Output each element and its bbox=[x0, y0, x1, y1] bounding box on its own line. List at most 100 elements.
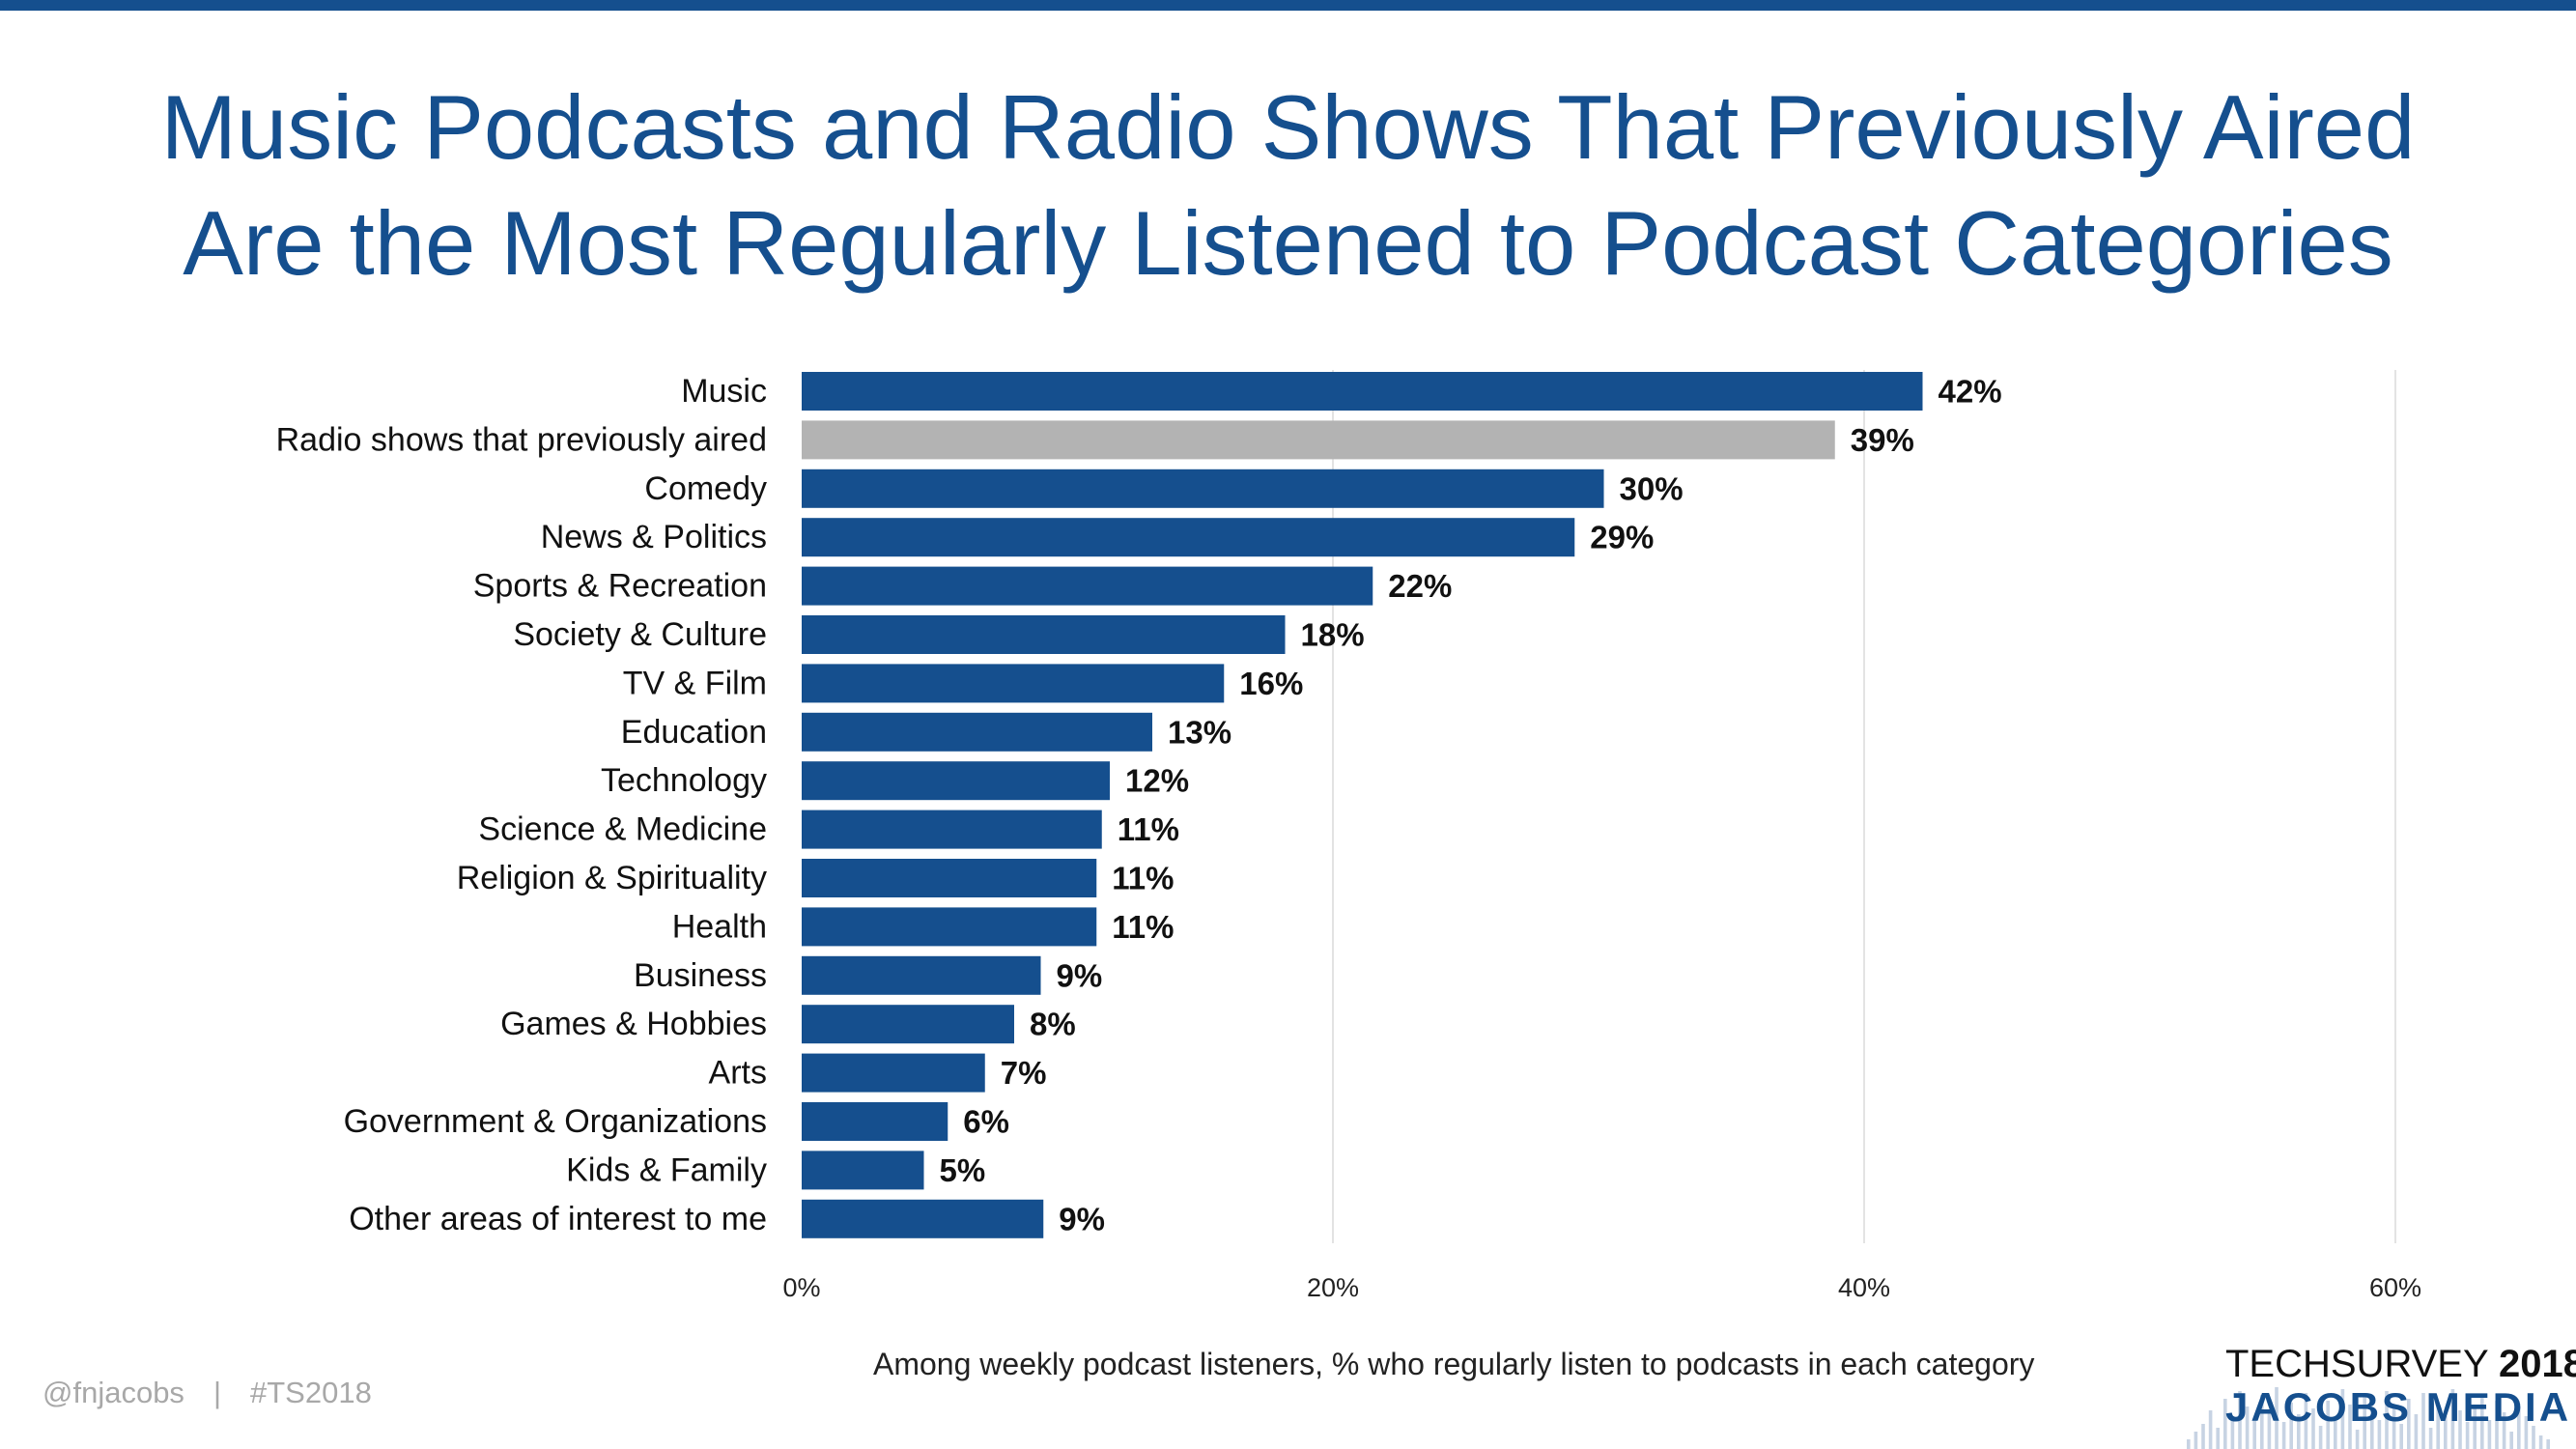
brand-logo: TECHSURVEY 2018 JACOBS MEDIA bbox=[2179, 1329, 2576, 1449]
logo-equalizer-bar bbox=[2311, 1408, 2315, 1449]
logo-equalizer-bar bbox=[2538, 1435, 2543, 1449]
bar-11 bbox=[802, 907, 1097, 947]
data-label-3: 29% bbox=[1590, 520, 1654, 555]
footer-separator: | bbox=[212, 1376, 221, 1409]
logo-equalizer-bar bbox=[2436, 1403, 2440, 1449]
logo-equalizer-bar bbox=[2230, 1416, 2235, 1449]
category-label-12: Business bbox=[634, 957, 767, 994]
data-label-5: 18% bbox=[1301, 617, 1365, 653]
logo-equalizer-bar bbox=[2252, 1420, 2256, 1449]
category-label-0: Music bbox=[681, 373, 767, 410]
logo-equalizer-bar bbox=[2216, 1428, 2220, 1449]
logo-equalizer-bar bbox=[2281, 1422, 2286, 1449]
logo-equalizer-bar bbox=[2334, 1418, 2337, 1449]
logo-equalizer-bar bbox=[2355, 1430, 2360, 1449]
logo-equalizer-bar bbox=[2487, 1420, 2492, 1449]
top-rule bbox=[0, 0, 2576, 11]
bar-13 bbox=[802, 1005, 1014, 1044]
logo-equalizer-bar bbox=[2187, 1439, 2191, 1449]
data-label-9: 11% bbox=[1118, 811, 1179, 847]
bar-17 bbox=[802, 1199, 1044, 1238]
bar-8 bbox=[802, 761, 1110, 801]
data-label-2: 30% bbox=[1620, 470, 1684, 506]
bar-0 bbox=[802, 372, 1923, 411]
logo-equalizer-bar bbox=[2407, 1399, 2411, 1449]
title-line-1: Music Podcasts and Radio Shows That Prev… bbox=[160, 76, 2416, 178]
logo-equalizer-bar bbox=[2524, 1416, 2529, 1449]
logo-equalizer-bar bbox=[2546, 1439, 2550, 1449]
logo-equalizer-bar bbox=[2495, 1401, 2499, 1449]
bar-15 bbox=[802, 1102, 948, 1141]
logo-equalizer-bar bbox=[2399, 1424, 2403, 1449]
chart-x-axis-caption: Among weekly podcast listeners, % who re… bbox=[873, 1347, 2035, 1381]
logo-equalizer-bar bbox=[2194, 1432, 2198, 1449]
category-label-2: Comedy bbox=[644, 470, 767, 507]
data-label-15: 6% bbox=[963, 1104, 1009, 1140]
logo-equalizer-bar bbox=[2201, 1424, 2205, 1449]
logo-equalizer-bar bbox=[2444, 1416, 2448, 1449]
logo-equalizer-bar bbox=[2326, 1401, 2330, 1449]
logo-equalizer-bar bbox=[2502, 1412, 2506, 1449]
logo-equalizer-bar bbox=[2370, 1410, 2374, 1449]
logo-equalizer-bar bbox=[2304, 1393, 2308, 1449]
bar-10 bbox=[802, 859, 1097, 897]
logo-equalizer-bar bbox=[2414, 1414, 2419, 1449]
footer-social: @fnjacobs | #TS2018 bbox=[42, 1376, 372, 1410]
logo-equalizer-bar bbox=[2465, 1422, 2470, 1449]
data-label-0: 42% bbox=[1939, 374, 2002, 410]
category-label-16: Kids & Family bbox=[566, 1151, 767, 1188]
bar-14 bbox=[802, 1053, 985, 1093]
category-label-10: Religion & Spirituality bbox=[457, 860, 767, 896]
logo-equalizer-bar bbox=[2208, 1410, 2213, 1449]
bar-2 bbox=[802, 469, 1604, 508]
logo-equalizer-bar bbox=[2480, 1395, 2484, 1449]
category-label-13: Games & Hobbies bbox=[500, 1006, 767, 1042]
data-label-11: 11% bbox=[1112, 909, 1174, 945]
logo-equalizer-bar bbox=[2392, 1406, 2396, 1449]
bar-4 bbox=[802, 566, 1373, 606]
data-label-8: 12% bbox=[1125, 763, 1189, 799]
category-label-3: News & Politics bbox=[541, 519, 767, 555]
logo-techsurvey: TECHSURVEY 2018 bbox=[2225, 1343, 2576, 1385]
logo-equalizer-bar bbox=[2245, 1406, 2250, 1449]
category-label-1: Radio shows that previously aired bbox=[276, 421, 767, 458]
category-label-8: Technology bbox=[601, 762, 767, 799]
data-label-17: 9% bbox=[1059, 1201, 1105, 1236]
category-label-9: Science & Medicine bbox=[478, 811, 767, 848]
category-label-15: Government & Organizations bbox=[344, 1103, 767, 1140]
bar-7 bbox=[802, 712, 1152, 752]
logo-equalizer-bar bbox=[2267, 1412, 2272, 1449]
logo-equalizer-bar bbox=[2289, 1403, 2293, 1449]
logo-equalizer-bar bbox=[2318, 1426, 2323, 1449]
logo-equalizer-bar bbox=[2275, 1387, 2279, 1449]
logo-equalizer-bar bbox=[2238, 1391, 2242, 1449]
bar-5 bbox=[802, 615, 1286, 654]
category-label-14: Arts bbox=[709, 1055, 767, 1092]
logo-equalizer-bar bbox=[2223, 1399, 2227, 1449]
logo-equalizer-bar bbox=[2532, 1426, 2535, 1449]
data-label-14: 7% bbox=[1001, 1055, 1047, 1091]
logo-equalizer-bar bbox=[2377, 1420, 2382, 1449]
bar-6 bbox=[802, 664, 1225, 703]
x-tick-label-0: 0% bbox=[782, 1273, 820, 1302]
logo-equalizer-bar bbox=[2509, 1432, 2513, 1449]
logo-equalizer-bar bbox=[2473, 1405, 2477, 1449]
x-tick-label-1: 20% bbox=[1307, 1273, 1359, 1302]
data-label-10: 11% bbox=[1112, 861, 1174, 896]
category-label-4: Sports & Recreation bbox=[473, 568, 767, 605]
data-label-7: 13% bbox=[1168, 714, 1231, 750]
logo-year: 2018 bbox=[2499, 1343, 2576, 1385]
logo-jacobs-media: JACOBS MEDIA bbox=[2225, 1384, 2572, 1430]
bar-3 bbox=[802, 518, 1575, 557]
logo-equalizer-bar bbox=[2297, 1414, 2301, 1449]
bar-1 bbox=[802, 420, 1835, 460]
logo-bars-graphic bbox=[2187, 1387, 2550, 1449]
category-label-11: Health bbox=[672, 908, 767, 945]
x-tick-label-3: 60% bbox=[2369, 1273, 2421, 1302]
logo-techsurvey-text: TECHSURVEY bbox=[2225, 1343, 2500, 1385]
category-label-7: Education bbox=[621, 714, 767, 751]
logo-equalizer-bar bbox=[2450, 1389, 2455, 1449]
data-label-1: 39% bbox=[1851, 422, 1914, 458]
page-title: Music Podcasts and Radio Shows That Prev… bbox=[0, 70, 2576, 301]
